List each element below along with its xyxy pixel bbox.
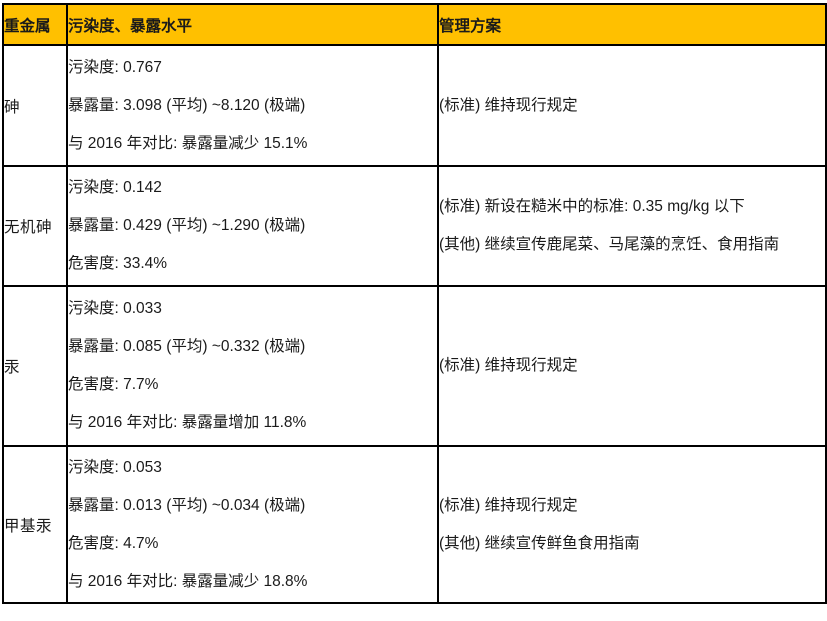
level-line: 污染度: 0.033 <box>68 300 162 317</box>
table-row-arsenic: 砷 污染度: 0.767 暴露量: 3.098 (平均) ~8.120 (极端)… <box>2 44 827 167</box>
levels-cell: 污染度: 0.053 暴露量: 0.013 (平均) ~0.034 (极端) 危… <box>66 445 439 604</box>
plan-cell: (标准) 维持现行规定 (其他) 继续宣传鲜鱼食用指南 <box>437 445 827 604</box>
level-line: 暴露量: 0.429 (平均) ~1.290 (极端) <box>68 217 306 234</box>
table-header-row: 重金属 污染度、暴露水平 管理方案 <box>2 3 827 46</box>
plan-line: (其他) 继续宣传鹿尾菜、马尾藻的烹饪、食用指南 <box>439 236 780 253</box>
level-line: 暴露量: 3.098 (平均) ~8.120 (极端) <box>68 96 306 114</box>
plan-line: (标准) 维持现行规定 <box>439 496 578 514</box>
level-line: 污染度: 0.767 <box>68 58 162 76</box>
plan-cell: (标准) 维持现行规定 <box>437 285 827 447</box>
plan-line: (标准) 新设在糙米中的标准: 0.35 mg/kg 以下 <box>439 198 745 215</box>
metal-name: 汞 <box>2 285 68 447</box>
column-header-metal: 重金属 <box>2 3 68 46</box>
metal-name: 砷 <box>2 44 68 167</box>
level-line: 与 2016 年对比: 暴露量减少 15.1% <box>68 134 308 152</box>
table-row-inorganic-arsenic: 无机砷 污染度: 0.142 暴露量: 0.429 (平均) ~1.290 (极… <box>2 165 827 287</box>
plan-line: (其他) 继续宣传鲜鱼食用指南 <box>439 534 640 552</box>
level-line: 与 2016 年对比: 暴露量减少 18.8% <box>68 572 308 590</box>
level-line: 暴露量: 0.013 (平均) ~0.034 (极端) <box>68 496 306 514</box>
level-line: 危害度: 33.4% <box>68 255 168 272</box>
column-header-levels: 污染度、暴露水平 <box>66 3 439 46</box>
table-row-methylmercury: 甲基汞 污染度: 0.053 暴露量: 0.013 (平均) ~0.034 (极… <box>2 445 827 604</box>
levels-cell: 污染度: 0.033 暴露量: 0.085 (平均) ~0.332 (极端) 危… <box>66 285 439 447</box>
plan-line: (标准) 维持现行规定 <box>439 96 578 114</box>
metal-name: 无机砷 <box>2 165 68 287</box>
plan-line: (标准) 维持现行规定 <box>439 357 578 374</box>
level-line: 危害度: 7.7% <box>68 376 159 393</box>
levels-cell: 污染度: 0.142 暴露量: 0.429 (平均) ~1.290 (极端) 危… <box>66 165 439 287</box>
heavy-metals-table: 重金属 污染度、暴露水平 管理方案 砷 污染度: 0.767 暴露量: 3.09… <box>2 3 827 604</box>
level-line: 暴露量: 0.085 (平均) ~0.332 (极端) <box>68 338 306 355</box>
level-line: 危害度: 4.7% <box>68 534 159 552</box>
table-row-mercury: 汞 污染度: 0.033 暴露量: 0.085 (平均) ~0.332 (极端)… <box>2 285 827 447</box>
metal-name: 甲基汞 <box>2 445 68 604</box>
level-line: 与 2016 年对比: 暴露量增加 11.8% <box>68 414 307 431</box>
column-header-plan: 管理方案 <box>437 3 827 46</box>
plan-cell: (标准) 维持现行规定 <box>437 44 827 167</box>
plan-cell: (标准) 新设在糙米中的标准: 0.35 mg/kg 以下 (其他) 继续宣传鹿… <box>437 165 827 287</box>
level-line: 污染度: 0.053 <box>68 458 162 476</box>
level-line: 污染度: 0.142 <box>68 179 162 196</box>
levels-cell: 污染度: 0.767 暴露量: 3.098 (平均) ~8.120 (极端) 与… <box>66 44 439 167</box>
